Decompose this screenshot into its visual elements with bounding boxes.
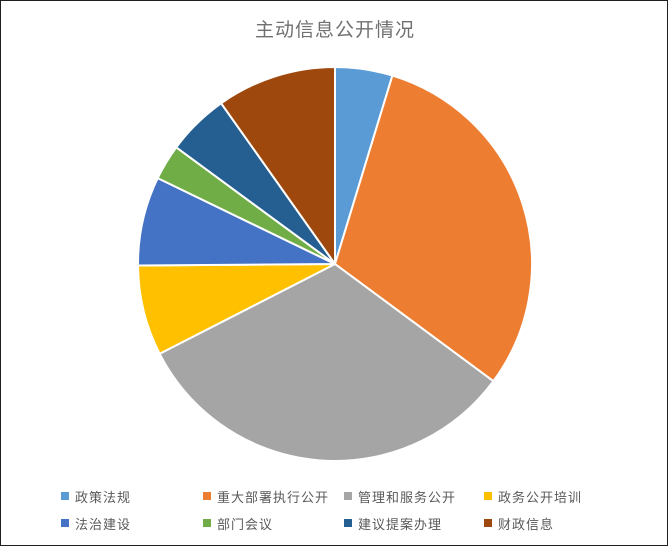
legend-item[interactable]: 部门会议: [203, 512, 273, 534]
legend-swatch: [484, 492, 492, 500]
legend-item[interactable]: 重大部署执行公开: [203, 485, 329, 507]
legend-swatch: [203, 519, 211, 527]
pie-slice-2[interactable]: [334, 74, 534, 383]
legend-label: 政务公开培训: [498, 489, 583, 505]
chart-title: 主动信息公开情况: [254, 20, 415, 41]
legend-swatch: [344, 492, 352, 500]
legend-label: 管理和服务公开: [358, 489, 457, 505]
legend-swatch: [203, 492, 211, 500]
legend-item[interactable]: 政策法规: [61, 485, 131, 507]
legend-item[interactable]: 财政信息: [484, 512, 554, 534]
legend-row-1: 政策法规 重大部署执行公开 管理和服务公开 政务公开培训: [1, 485, 667, 507]
legend-label: 政策法规: [75, 489, 132, 505]
legend-label: 建议提案办理: [358, 516, 443, 532]
legend-item[interactable]: 管理和服务公开: [344, 485, 456, 507]
legend-label: 重大部署执行公开: [217, 489, 330, 505]
pie-slice-3[interactable]: [158, 263, 495, 462]
legend-item[interactable]: 政务公开培训: [484, 485, 582, 507]
legend-label: 财政信息: [498, 516, 555, 532]
legend-swatch: [61, 492, 69, 500]
pie-slice-8[interactable]: [220, 66, 336, 265]
legend-item[interactable]: 法治建设: [61, 512, 131, 534]
legend-item[interactable]: 建议提案办理: [344, 512, 442, 534]
legend-label: 法治建设: [75, 516, 132, 532]
legend-row-2: 法治建设 部门会议 建议提案办理 财政信息: [1, 512, 667, 534]
legend-swatch: [61, 519, 69, 527]
legend-swatch: [344, 519, 352, 527]
legend-swatch: [484, 519, 492, 527]
legend-label: 部门会议: [217, 516, 274, 532]
